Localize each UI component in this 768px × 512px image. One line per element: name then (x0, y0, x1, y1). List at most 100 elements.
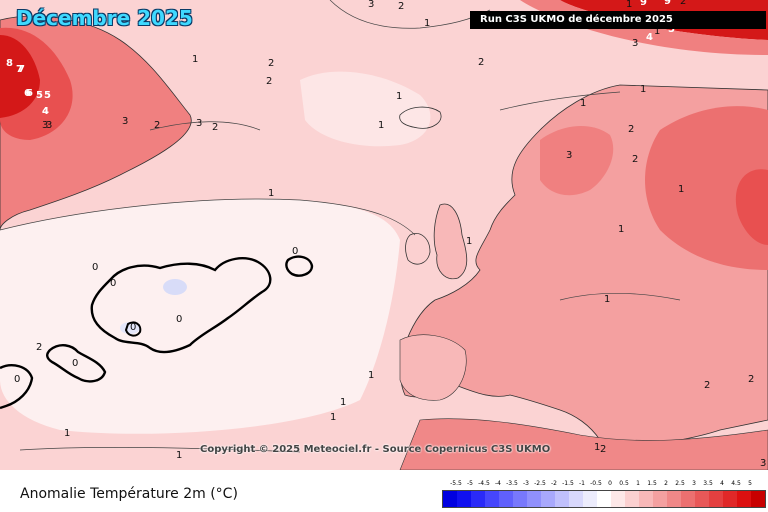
contour-label: 2 (478, 57, 484, 68)
contour-label: 1 (330, 412, 336, 423)
zero-contour (124, 321, 142, 337)
contour-label: 2 (154, 120, 160, 131)
contour-label: 2 (398, 1, 404, 12)
isoline (559, 292, 681, 301)
isoline (0, 198, 416, 236)
contour-label: 2 (266, 76, 272, 87)
scale-swatch (681, 491, 695, 507)
scale-tick-label: -2 (551, 480, 557, 487)
zero-contour (285, 255, 314, 277)
scale-swatch (751, 491, 765, 507)
scale-swatch (541, 491, 555, 507)
contour-label: 2 (212, 122, 218, 133)
scale-swatch (499, 491, 513, 507)
scale-tick-label: 5 (748, 480, 752, 487)
contour-label: 3 (42, 120, 48, 131)
contour-label: 4 (646, 32, 653, 43)
contour-label: 0 (176, 314, 182, 325)
zero-contour (90, 257, 272, 354)
scale-swatch (737, 491, 751, 507)
east-europe-warm (645, 106, 768, 270)
contour-label: 9 (640, 0, 647, 8)
contour-label: 1 (368, 370, 374, 381)
contour-label: 4 (42, 106, 49, 117)
scale-tick-label: 3 (692, 480, 696, 487)
scale-tick-label: -3 (523, 480, 529, 487)
contour-label: 1 (466, 236, 472, 247)
scale-tick-label: -5 (467, 480, 473, 487)
contour-label: 0 (92, 262, 98, 273)
scale-swatch (667, 491, 681, 507)
contour-label: 3 (46, 120, 52, 131)
scale-swatch (527, 491, 541, 507)
contour-label: 6 (26, 88, 33, 99)
contour-label: 8 (6, 58, 13, 69)
contour-label: 1 (268, 188, 274, 199)
contour-label: 5 (44, 90, 51, 101)
scandinavia-warm (540, 125, 614, 196)
scale-swatch (485, 491, 499, 507)
contour-label: 2 (600, 444, 606, 455)
contour-label: 1 (340, 397, 346, 408)
contour-label: 3 (760, 458, 766, 469)
contour-label: 0 (14, 374, 20, 385)
contour-label: 2 (268, 58, 274, 69)
contour-label: 1 (580, 98, 586, 109)
east-europe-hot (735, 169, 768, 245)
contour-label: 1 (626, 0, 632, 10)
contour-label: 3 (196, 118, 202, 129)
scale-tick-label: 3.5 (703, 480, 713, 487)
contour-label: 1 (618, 224, 624, 235)
scale-tick-label: 1 (636, 480, 640, 487)
contour-label: 1 (192, 54, 198, 65)
contour-label: 1 (424, 18, 430, 29)
zero-contour (46, 344, 107, 383)
contour-label: 0 (292, 246, 298, 257)
scale-swatch (555, 491, 569, 507)
contour-label: 4 (42, 106, 49, 117)
contour-label: 2 (632, 154, 638, 165)
isoline (19, 447, 301, 453)
scale-swatches (442, 490, 766, 508)
great-britain (433, 203, 468, 280)
scale-tick-label: 2 (664, 480, 668, 487)
copyright-text: Copyright © 2025 Meteociel.fr - Source C… (200, 444, 551, 455)
contour-label: 1 (378, 120, 384, 131)
scale-tick-label: -4.5 (478, 480, 490, 487)
contour-label: 1 (640, 84, 646, 95)
scale-tick-label: 0 (608, 480, 612, 487)
contour-label: 1 (64, 428, 70, 439)
run-label: Run C3S UKMO de décembre 2025 (470, 11, 766, 29)
scale-swatch (695, 491, 709, 507)
contour-label: 5 (668, 24, 675, 35)
contour-label: 3 (566, 150, 572, 161)
scale-swatch (583, 491, 597, 507)
greenland-very-hot (0, 35, 40, 118)
contour-label: 0 (130, 322, 136, 333)
contour-label: 1 (396, 91, 402, 102)
contour-label: 1 (654, 26, 660, 37)
scale-swatch (471, 491, 485, 507)
scale-swatch (611, 491, 625, 507)
contour-label: 2 (36, 342, 42, 353)
iberia (399, 334, 467, 401)
scale-tick-label: -1.5 (562, 480, 574, 487)
scale-tick-label: 1.5 (647, 480, 657, 487)
scale-tick-label: 4 (720, 480, 724, 487)
scale-swatch (625, 491, 639, 507)
cold-patch (163, 279, 187, 295)
scale-swatch (457, 491, 471, 507)
contour-label: 3 (122, 116, 128, 127)
scale-tick-label: 4.5 (731, 480, 741, 487)
contour-label: 2 (680, 0, 686, 7)
contour-label: 5 (36, 90, 43, 101)
contour-label: 6 (24, 88, 31, 99)
scale-swatch (513, 491, 527, 507)
contour-label: 3 (368, 0, 374, 10)
contour-label: 1 (176, 450, 182, 461)
scale-swatch (569, 491, 583, 507)
north-africa (399, 418, 768, 470)
scale-tick-label: -5.5 (450, 480, 462, 487)
